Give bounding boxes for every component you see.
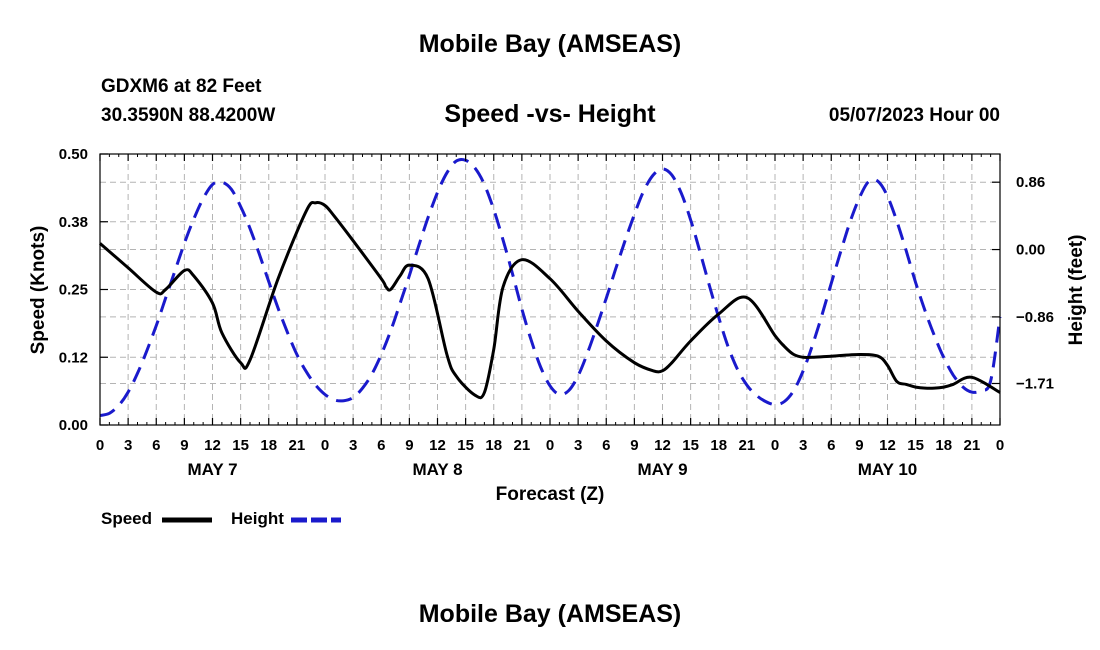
y2-tick-label: 0.00 [1016,242,1045,259]
x-tick-label: 9 [405,437,413,454]
y-axis-label: Speed (Knots) [28,226,49,355]
x-tick-label: 6 [152,437,160,454]
x-tick-label: 6 [602,437,610,454]
chart-title: Mobile Bay (AMSEAS) [418,30,682,58]
x-tick-label: 0 [546,437,554,454]
x-tick-label: 9 [855,437,863,454]
y2-tick-label: −0.86 [1016,309,1054,326]
day-label: MAY 9 [637,460,687,479]
chart-subtitle: Speed -vs- Height [444,100,656,128]
x-tick-label: 3 [574,437,582,454]
y2-tick-label: 0.86 [1016,174,1045,191]
day-label: MAY 10 [858,460,918,479]
day-label: MAY 8 [412,460,462,479]
x-axis-label: Forecast (Z) [496,484,605,505]
y-tick-label: 0.38 [59,214,88,231]
legend-speed-label: Speed [101,509,153,528]
station-coordinates: 30.3590N 88.4200W [101,105,276,126]
footer-title: Mobile Bay (AMSEAS) [418,600,682,628]
grid-layer [100,154,1000,425]
station-label: GDXM6 at 82 Feet [101,76,262,97]
y2-tick-label: −1.71 [1016,375,1054,392]
x-tick-label: 0 [771,437,779,454]
x-tick-label: 15 [907,437,924,454]
x-tick-label: 9 [180,437,188,454]
x-tick-label: 21 [739,437,756,454]
series-layer [99,157,1002,418]
x-tick-label: 21 [514,437,531,454]
day-label: MAY 7 [187,460,237,479]
x-tick-label: 0 [996,437,1004,454]
x-tick-label: 15 [457,437,474,454]
x-tick-label: 12 [879,437,896,454]
legend-height-swatch [291,517,341,523]
x-tick-label: 6 [827,437,835,454]
axis-layer: 0 3 6 9 12 15 18 21 0 3 6 9 12 15 18 21 0 3 6 9 12 15 18 21 0 3 6 9… [59,146,1054,479]
legend-speed-swatch [162,517,212,523]
y-tick-label: 0.12 [59,349,88,366]
x-tick-label: 21 [964,437,981,454]
x-tick-label: 0 [321,437,329,454]
y-tick-label: 0.25 [59,282,88,299]
x-tick-label: 9 [630,437,638,454]
x-tick-label: 15 [232,437,249,454]
x-tick-label: 21 [289,437,306,454]
y-tick-label: 0.00 [59,417,88,434]
speed-series-line [99,200,1001,400]
forecast-run-time: 05/07/2023 Hour 00 [828,105,1000,126]
x-tick-label: 12 [204,437,221,454]
legend-height-label: Height [231,509,284,528]
height-series-line [99,157,1002,418]
x-tick-label: 12 [654,437,671,454]
x-tick-label: 3 [799,437,807,454]
x-tick-label: 0 [96,437,104,454]
x-tick-label: 18 [485,437,502,454]
y-tick-label: 0.50 [59,146,88,163]
x-tick-label: 15 [682,437,699,454]
x-tick-label: 12 [429,437,446,454]
x-tick-label: 18 [710,437,727,454]
x-tick-label: 3 [349,437,357,454]
x-tick-label: 18 [935,437,952,454]
y2-axis-label: Height (feet) [1066,235,1087,346]
x-tick-label: 3 [124,437,132,454]
x-tick-label: 18 [260,437,277,454]
x-tick-label: 6 [377,437,385,454]
